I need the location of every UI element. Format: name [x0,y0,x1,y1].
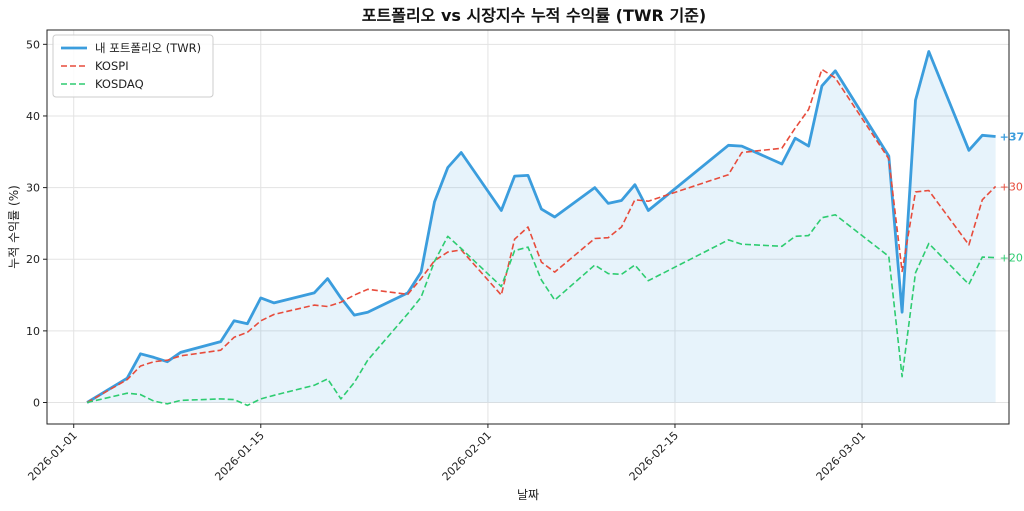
y-tick-label: 10 [26,325,40,338]
series-line-kosdaq [86,214,996,407]
end-labels: +37.14% +30.17% +20.23% [1000,130,1024,264]
y-tick-label: 0 [33,397,40,410]
y-tick-label: 40 [26,110,40,123]
end-label-kosdaq: +20.23% [1000,252,1024,265]
series-layer [86,50,997,407]
x-tick-label: 2026-03-01 [814,429,868,483]
y-tick-label: 20 [26,253,40,266]
fill-layer [87,51,996,403]
x-tick-label: 2026-02-15 [627,429,681,483]
legend: 내 포트폴리오 (TWR) KOSPI KOSDAQ [52,34,214,98]
plot-frame [46,29,1010,425]
y-axis-label: 누적 수익률 (%) [7,185,21,269]
legend-label-kospi: KOSPI [95,59,129,73]
x-tick-label: 2026-02-01 [440,429,494,483]
x-axis-label: 날짜 [517,488,539,502]
x-axis-ticks: 2026-01-01 2026-01-15 2026-02-01 2026-02-15… [25,424,868,483]
chart-title: 포트폴리오 vs 시장지수 누적 수익률 (TWR 기준) [362,6,706,25]
y-axis-ticks: 0 10 20 30 40 50 [26,38,47,410]
end-label-kospi: +30.17% [1000,180,1024,193]
end-label-twr: +37.14% [1000,130,1024,143]
x-tick-label: 2026-01-01 [25,429,79,483]
legend-box [52,34,214,98]
y-tick-label: 50 [26,38,40,51]
legend-label-twr: 내 포트폴리오 (TWR) [95,41,201,55]
series-line-kospi [86,68,997,404]
y-tick-label: 30 [26,182,40,195]
series-fill-twr [87,51,996,403]
x-tick-label: 2026-01-15 [212,429,266,483]
legend-label-kosdaq: KOSDAQ [95,77,144,91]
